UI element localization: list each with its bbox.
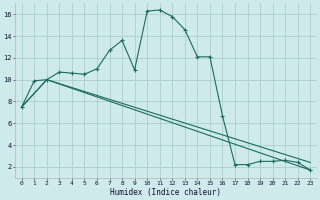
X-axis label: Humidex (Indice chaleur): Humidex (Indice chaleur) — [110, 188, 221, 197]
